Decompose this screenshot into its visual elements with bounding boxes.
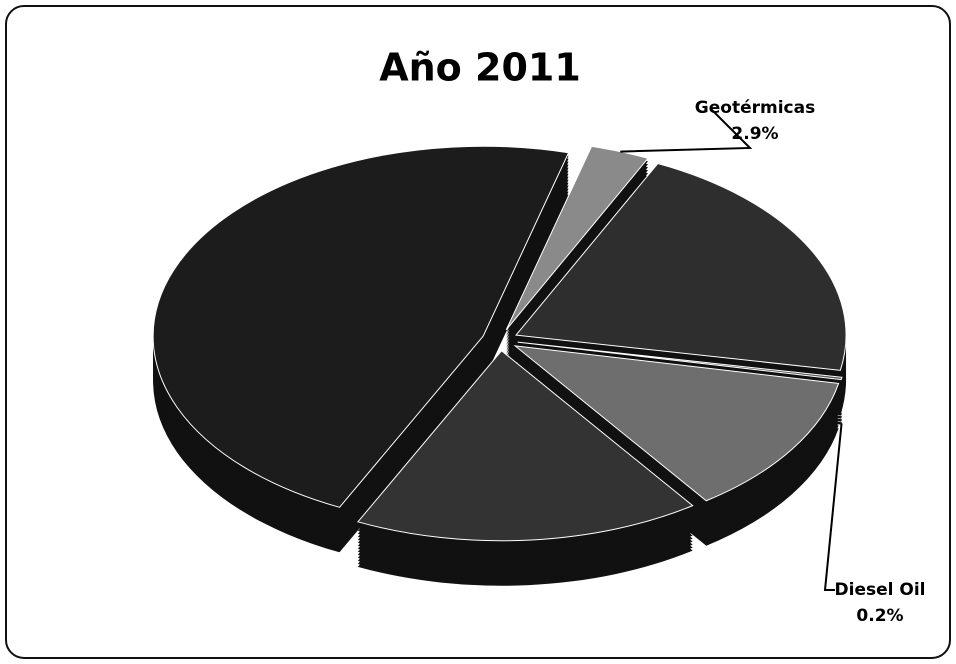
data-label-name: Diesel Oil bbox=[835, 580, 926, 600]
chart-title: Año 2011 bbox=[379, 46, 581, 90]
pie-slice bbox=[513, 345, 840, 502]
leader-line bbox=[823, 423, 843, 591]
leader-line bbox=[620, 107, 753, 153]
pie-slice bbox=[356, 350, 694, 542]
data-label-value: 0.2% bbox=[856, 606, 903, 626]
data-label-value: 2.9% bbox=[731, 124, 778, 144]
pie-slice bbox=[152, 145, 570, 508]
pie-slice bbox=[517, 341, 843, 381]
slice-side bbox=[517, 345, 842, 383]
data-label-name: Geotérmicas bbox=[695, 98, 815, 118]
pie-slice bbox=[515, 162, 847, 371]
